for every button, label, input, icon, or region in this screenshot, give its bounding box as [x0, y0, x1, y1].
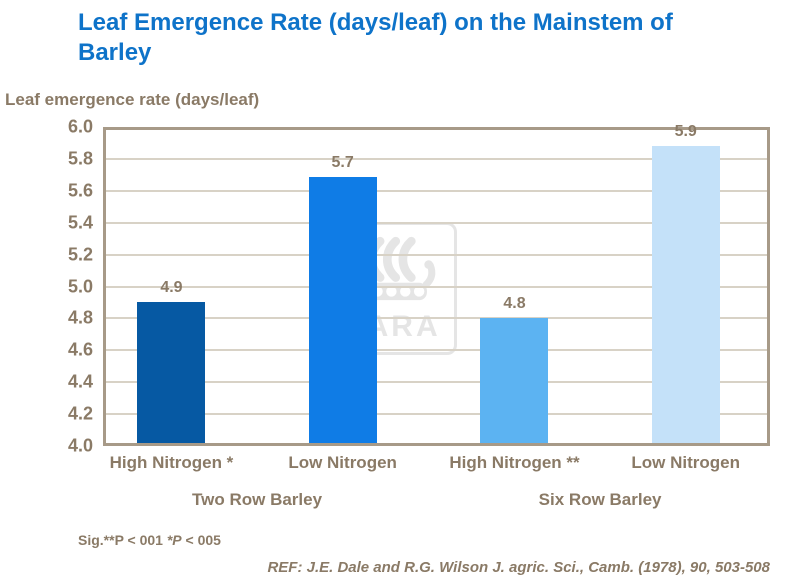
- gridline: [106, 349, 767, 352]
- sig-suffix: < 005: [181, 532, 221, 548]
- x-category-label: Low Nitrogen: [631, 453, 740, 472]
- bar-value-label: 4.8: [503, 294, 526, 312]
- chart-title: Leaf Emergence Rate (days/leaf) on the M…: [78, 8, 778, 68]
- sig-italic: *P: [166, 532, 182, 548]
- y-axis-title: Leaf emergence rate (days/leaf): [5, 90, 260, 109]
- barley-group-label: Six Row Barley: [538, 490, 662, 509]
- x-category-label: Low Nitrogen: [288, 453, 397, 472]
- gridline: [106, 221, 767, 224]
- gridline: [106, 253, 767, 256]
- gridline: [106, 381, 767, 384]
- bar-3-high-nitrogen: [480, 317, 549, 443]
- y-tick-label: 4.0: [67, 435, 93, 456]
- bar-2-low-nitrogen: [308, 176, 377, 443]
- bar-value-label: 4.9: [160, 279, 183, 297]
- y-tick-label: 4.8: [67, 307, 93, 328]
- reference-citation: REF: J.E. Dale and R.G. Wilson J. agric.…: [267, 559, 770, 576]
- sig-prefix: Sig.**P < 001: [78, 532, 167, 548]
- y-tick-label: 6.0: [67, 116, 93, 137]
- y-tick-label: 5.0: [67, 276, 93, 296]
- gridline: [106, 413, 767, 416]
- gridline: [106, 285, 767, 288]
- y-tick-label: 5.8: [67, 148, 93, 169]
- y-tick-label: 4.4: [67, 371, 93, 392]
- x-category-label: High Nitrogen **: [449, 453, 580, 472]
- bar-1-high-nitrogen: [137, 302, 206, 443]
- y-tick-label: 4.2: [67, 403, 93, 424]
- barley-group-label: Two Row Barley: [192, 490, 323, 509]
- chart-title-line1: Leaf Emergence Rate (days/leaf) on the M…: [78, 9, 673, 36]
- x-category-label: High Nitrogen *: [109, 453, 234, 472]
- bar-value-label: 5.9: [674, 122, 697, 140]
- y-tick-label: 5.4: [67, 212, 93, 233]
- significance-note: Sig.**P < 001 *P < 005: [78, 532, 221, 548]
- chart-title-line2: Barley: [78, 39, 152, 66]
- bar-4-low-nitrogen: [651, 145, 720, 443]
- gridline: [106, 317, 767, 320]
- bar-value-label: 5.7: [331, 153, 354, 171]
- y-tick-label: 5.6: [67, 180, 93, 201]
- gridline: [106, 157, 767, 160]
- y-tick-label: 5.2: [67, 244, 93, 265]
- plot-area: YARA 4.9 5.7 4.8 5.9: [103, 123, 770, 446]
- y-tick-label: 4.6: [67, 339, 93, 360]
- gridline: [106, 189, 767, 192]
